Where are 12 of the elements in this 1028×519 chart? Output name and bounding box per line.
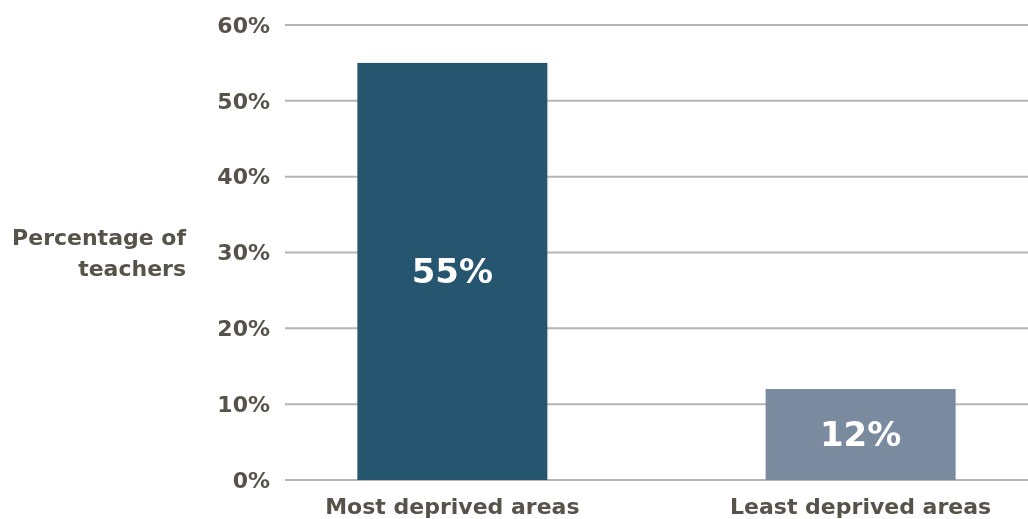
x-tick-label: Most deprived areas — [325, 493, 580, 519]
y-tick-label: 10% — [217, 391, 270, 417]
y-tick-label: 0% — [232, 467, 270, 493]
x-tick-label: Least deprived areas — [730, 493, 992, 519]
y-tick-label: 30% — [217, 240, 270, 266]
y-axis-title: Percentage of teachers — [12, 225, 187, 282]
y-tick-label: 60% — [217, 12, 270, 38]
y-tick-label: 20% — [217, 316, 270, 342]
data-label: 12% — [819, 414, 902, 455]
y-tick-label: 40% — [217, 164, 270, 190]
data-label: 55% — [411, 251, 494, 292]
y-tick-label: 50% — [217, 88, 270, 114]
